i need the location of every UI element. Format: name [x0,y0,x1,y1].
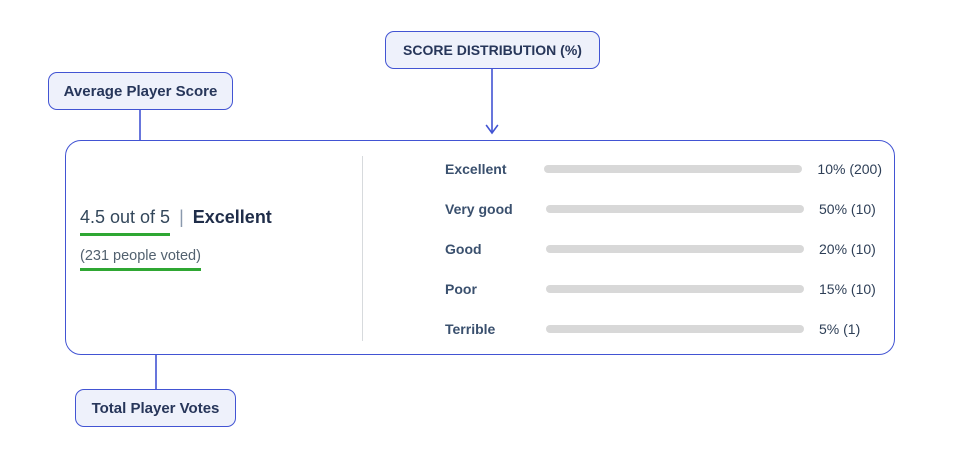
distribution-row-terrible: Terrible 5% (1) [445,309,882,349]
distribution-row-value: 15% (10) [819,281,876,297]
distribution-row-excellent: Excellent 10% (200) [445,149,882,189]
distribution-row-label: Very good [445,201,513,217]
average-score-summary: 4.5 out of 5 | Excellent (231 people vot… [80,207,272,271]
average-score-callout-label: Average Player Score [63,82,218,100]
distribution-row-value: 5% (1) [819,321,861,337]
score-distribution-callout: SCORE DISTRIBUTION (%) [385,31,600,69]
distribution-row-label: Terrible [445,321,496,337]
distribution-row-value: 20% (10) [819,241,876,257]
score-line: 4.5 out of 5 | Excellent [80,207,272,236]
distribution-row-value: 50% (10) [819,201,876,217]
vertical-divider [362,156,363,341]
votes-line: (231 people voted) [80,247,272,271]
distribution-bar-track [544,165,803,173]
score-distribution-callout-label: SCORE DISTRIBUTION (%) [403,42,582,58]
total-votes-callout-label: Total Player Votes [91,399,220,417]
distribution-bar-track [546,205,804,213]
distribution-row-value: 10% (200) [817,161,882,177]
distribution-row-label: Good [445,241,482,257]
score-distribution-arrow [485,68,499,135]
distribution-bar-track [546,245,804,253]
rating-card: 4.5 out of 5 | Excellent (231 people vot… [65,140,895,355]
distribution-row-label: Excellent [445,161,507,177]
score-separator: | [179,207,184,227]
score-rating-label: Excellent [192,207,272,227]
distribution-bar-track [546,325,804,333]
score-distribution-list: Excellent 10% (200) Very good 50% (10) G… [445,149,882,349]
distribution-bar-track [546,285,804,293]
distribution-row-good: Good 20% (10) [445,229,882,269]
total-votes-value: (231 people voted) [80,248,201,271]
total-votes-callout: Total Player Votes [75,389,236,427]
distribution-row-poor: Poor 15% (10) [445,269,882,309]
average-score-value: 4.5 out of 5 [80,207,171,236]
distribution-row-label: Poor [445,281,477,297]
distribution-row-very-good: Very good 50% (10) [445,189,882,229]
average-score-callout: Average Player Score [48,72,233,110]
